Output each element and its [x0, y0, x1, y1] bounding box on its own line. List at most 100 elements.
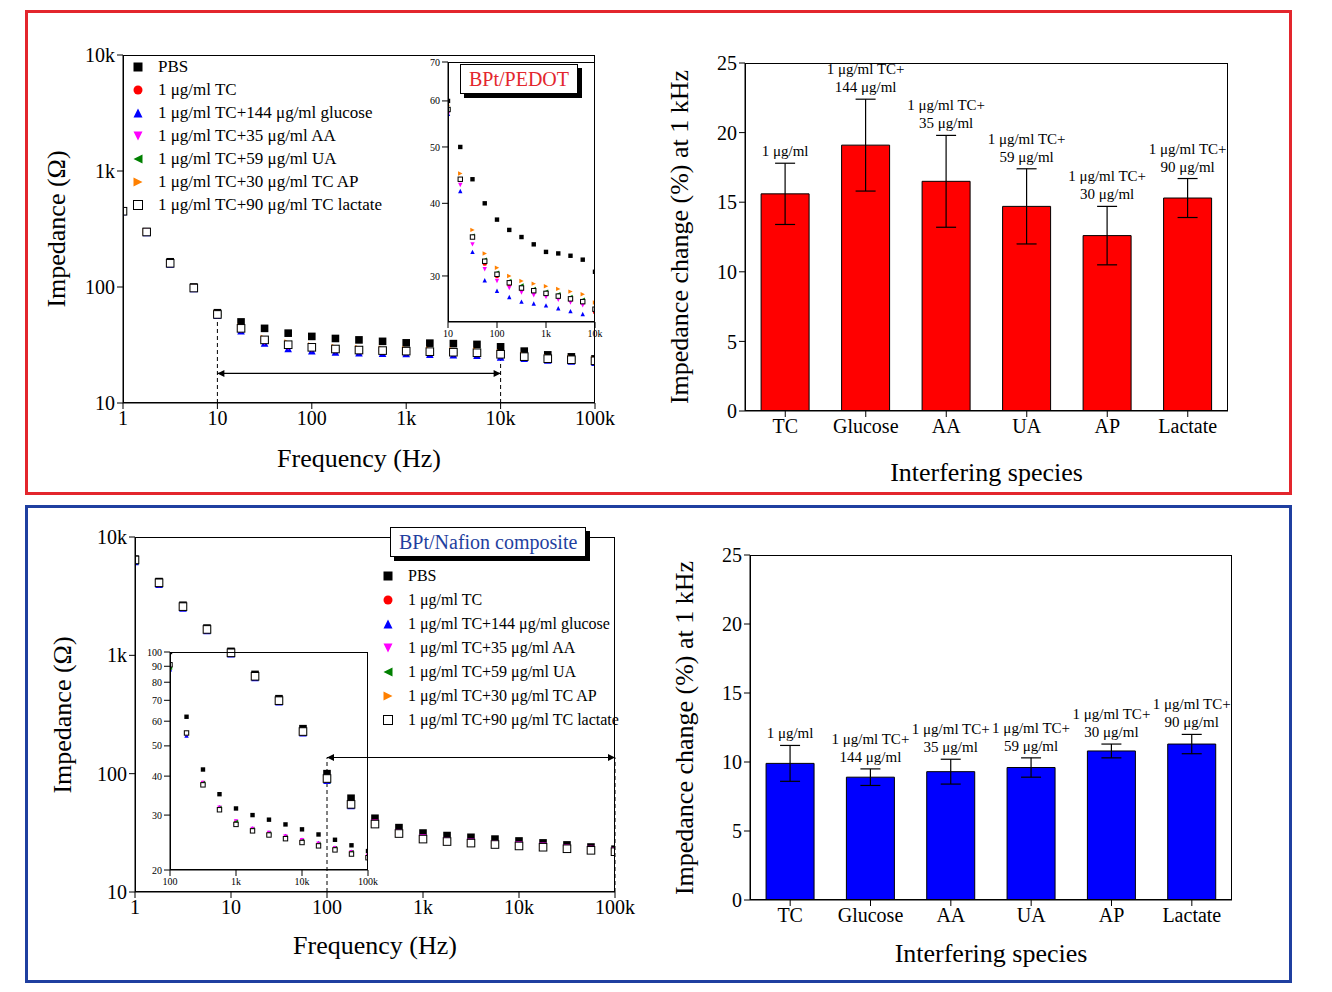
svg-text:1k: 1k — [107, 644, 127, 666]
html-text:Frequency (Hz): Frequency (Hz) — [277, 444, 441, 473]
html-text:Impedance change (%) at 1 kHz: Impedance change (%) at 1 kHz — [669, 560, 699, 895]
html-text:Interfering species: Interfering species — [894, 939, 1088, 968]
svg-text:Lactate: Lactate — [1158, 415, 1217, 437]
svg-text:10: 10 — [221, 896, 241, 918]
svg-text:25: 25 — [717, 52, 737, 74]
html-text:Impedance (Ω): Impedance (Ω) — [41, 150, 71, 308]
html-text:1 μg/ml TC+59 μg/ml UA: 1 μg/ml TC+59 μg/ml UA — [408, 663, 577, 680]
svg-text:5: 5 — [732, 820, 742, 842]
svg-text:AP: AP — [1099, 904, 1125, 926]
svg-text:10: 10 — [443, 328, 453, 339]
svg-text:90: 90 — [152, 661, 162, 672]
svg-text:10: 10 — [722, 751, 742, 773]
html-text:1 μg/ml TC+35 μg/ml AA: 1 μg/ml TC+35 μg/ml AA — [408, 639, 576, 656]
svg-text:30: 30 — [430, 271, 440, 282]
svg-text:10: 10 — [717, 261, 737, 283]
svg-text:1 μg/ml TC+30 μg/ml: 1 μg/ml TC+30 μg/ml — [1068, 168, 1146, 202]
html-text:1 μg/ml TC+90 μg/ml TC lactate: 1 μg/ml TC+90 μg/ml TC lactate — [158, 195, 383, 214]
svg-text:1k: 1k — [231, 876, 241, 887]
svg-text:100k: 100k — [358, 876, 378, 887]
html-text:1 μg/ml TC+144 μg/ml glucose: 1 μg/ml TC+144 μg/ml glucose — [158, 103, 373, 122]
html-text:Interfering species: Interfering species — [890, 458, 1083, 487]
svg-text:Glucose: Glucose — [838, 904, 904, 926]
svg-text:1k: 1k — [413, 896, 433, 918]
html-text:1 μg/ml TC: 1 μg/ml TC — [408, 591, 483, 608]
html-text:BPt/PEDOT: BPt/PEDOT — [469, 68, 569, 90]
svg-text:5: 5 — [727, 331, 737, 353]
svg-text:20: 20 — [152, 865, 162, 876]
svg-text:Glucose: Glucose — [833, 415, 899, 437]
svg-text:1 μg/ml TC+35 μg/ml: 1 μg/ml TC+35 μg/ml — [912, 721, 990, 755]
svg-text:1k: 1k — [396, 407, 416, 429]
svg-text:100: 100 — [490, 328, 505, 339]
svg-text:AP: AP — [1094, 415, 1120, 437]
html-text:Impedance change (%) at 1 kHz: Impedance change (%) at 1 kHz — [664, 69, 694, 405]
svg-text:15: 15 — [722, 682, 742, 704]
svg-text:20: 20 — [717, 122, 737, 144]
html-text:1 μg/ml TC+144 μg/ml glucose: 1 μg/ml TC+144 μg/ml glucose — [408, 615, 610, 632]
svg-text:1 μg/ml TC+90 μg/ml: 1 μg/ml TC+90 μg/ml — [1153, 696, 1231, 730]
svg-text:UA: UA — [1012, 415, 1041, 437]
svg-text:15: 15 — [717, 191, 737, 213]
svg-text:70: 70 — [152, 695, 162, 706]
svg-text:100: 100 — [85, 276, 115, 298]
svg-text:70: 70 — [430, 57, 440, 68]
svg-text:10k: 10k — [97, 527, 127, 548]
svg-text:100: 100 — [163, 876, 178, 887]
svg-text:80: 80 — [152, 677, 162, 688]
html-text:PBS: PBS — [158, 57, 189, 76]
html-text:1 μg/ml TC+30 μg/ml TC AP: 1 μg/ml TC+30 μg/ml TC AP — [158, 172, 359, 191]
svg-text:AA: AA — [936, 904, 965, 926]
html-text:1 μg/ml TC: 1 μg/ml TC — [158, 80, 237, 99]
svg-text:100: 100 — [97, 763, 127, 785]
svg-text:Lactate: Lactate — [1162, 904, 1221, 926]
svg-text:1 μg/ml TC+90 μg/ml: 1 μg/ml TC+90 μg/ml — [1149, 141, 1227, 175]
svg-text:30: 30 — [152, 810, 162, 821]
svg-text:10k: 10k — [85, 45, 115, 66]
svg-text:50: 50 — [152, 740, 162, 751]
html-text:1 μg/ml TC+35 μg/ml AA: 1 μg/ml TC+35 μg/ml AA — [158, 126, 336, 145]
svg-text:40: 40 — [430, 198, 440, 209]
svg-text:1k: 1k — [95, 160, 115, 182]
svg-text:1 μg/ml: 1 μg/ml — [767, 725, 814, 741]
svg-text:TC: TC — [772, 415, 798, 437]
svg-text:20: 20 — [722, 613, 742, 635]
svg-text:1 μg/ml TC+30 μg/ml: 1 μg/ml TC+30 μg/ml — [1072, 706, 1150, 740]
svg-text:40: 40 — [152, 771, 162, 782]
svg-text:0: 0 — [732, 889, 742, 911]
svg-text:10k: 10k — [504, 896, 534, 918]
svg-text:1 μg/ml TC+144 μg/ml: 1 μg/ml TC+144 μg/ml — [827, 61, 905, 95]
svg-text:25: 25 — [722, 544, 742, 566]
svg-text:100k: 100k — [595, 896, 635, 918]
svg-text:TC: TC — [777, 904, 803, 926]
svg-text:1: 1 — [130, 896, 140, 918]
svg-text:100: 100 — [297, 407, 327, 429]
html-text:1 μg/ml TC+59 μg/ml UA: 1 μg/ml TC+59 μg/ml UA — [158, 149, 337, 168]
svg-text:1 μg/ml TC+144 μg/ml: 1 μg/ml TC+144 μg/ml — [831, 731, 909, 765]
svg-text:AA: AA — [932, 415, 961, 437]
svg-text:1 μg/ml TC+59 μg/ml: 1 μg/ml TC+59 μg/ml — [992, 720, 1070, 754]
svg-text:1k: 1k — [541, 328, 551, 339]
svg-text:50: 50 — [430, 142, 440, 153]
svg-text:60: 60 — [430, 95, 440, 106]
svg-text:0: 0 — [727, 400, 737, 422]
svg-text:1 μg/ml: 1 μg/ml — [762, 143, 809, 159]
svg-text:10: 10 — [95, 392, 115, 414]
svg-text:100: 100 — [312, 896, 342, 918]
svg-text:100: 100 — [147, 647, 162, 658]
html-text:Impedance (Ω): Impedance (Ω) — [47, 635, 77, 794]
svg-text:10k: 10k — [295, 876, 310, 887]
html-text:PBS: PBS — [408, 567, 437, 584]
html-text:BPt/Nafion composite: BPt/Nafion composite — [399, 531, 578, 553]
svg-text:10k: 10k — [486, 407, 516, 429]
html-text:Frequency (Hz): Frequency (Hz) — [293, 931, 457, 960]
svg-text:10: 10 — [207, 407, 227, 429]
svg-text:60: 60 — [152, 716, 162, 727]
svg-text:100k: 100k — [575, 407, 615, 429]
svg-text:10: 10 — [107, 881, 127, 903]
svg-text:1 μg/ml TC+59 μg/ml: 1 μg/ml TC+59 μg/ml — [988, 131, 1066, 165]
svg-text:1: 1 — [118, 407, 128, 429]
svg-text:1 μg/ml TC+35 μg/ml: 1 μg/ml TC+35 μg/ml — [907, 97, 985, 131]
svg-text:UA: UA — [1017, 904, 1046, 926]
svg-text:10k: 10k — [588, 328, 603, 339]
